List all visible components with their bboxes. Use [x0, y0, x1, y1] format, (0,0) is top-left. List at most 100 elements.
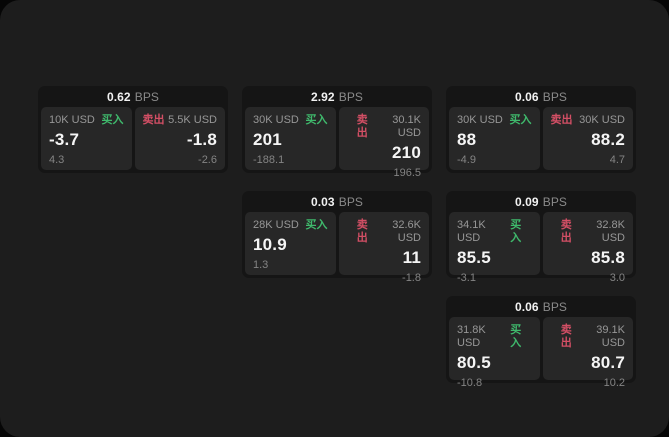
spread-unit: BPS: [338, 89, 364, 104]
buy-tile-top: 30K USD 买入: [253, 114, 328, 127]
buy-tile-top: 28K USD 买入: [253, 219, 328, 232]
sell-label: 卖出: [560, 324, 572, 349]
quote-grid: 0.62 BPS 10K USD 买入 -3.7 4.3 卖出: [38, 86, 636, 389]
buy-tile[interactable]: 30K USD 买入 201 -188.1: [245, 107, 336, 170]
sell-sub-value: -2.6: [198, 154, 217, 166]
sell-price: -1.8: [186, 130, 217, 149]
buy-price: 85.5: [457, 248, 491, 267]
sell-price: 85.8: [591, 248, 625, 267]
quote-body: 30K USD 买入 201 -188.1 卖出 30.1K USD 210 1…: [245, 107, 429, 179]
buy-price: -3.7: [49, 130, 80, 149]
sell-tile-top: 卖出 39.1K USD: [551, 324, 625, 350]
spread-header: 0.06 BPS: [449, 86, 633, 107]
sell-tile[interactable]: 卖出 39.1K USD 80.7 10.2: [542, 317, 633, 389]
buy-price: 80.5: [457, 353, 491, 372]
buy-label: 买入: [305, 114, 328, 126]
spread-value: 0.62: [106, 89, 131, 104]
buy-amount: 34.1K USD: [457, 219, 486, 244]
sell-label: 卖出: [356, 219, 368, 244]
buy-price: 88: [457, 130, 477, 149]
sell-tile[interactable]: 卖出 5.5K USD -1.8 -2.6: [134, 107, 225, 170]
spread-value: 2.92: [310, 89, 335, 104]
quote-body: 31.8K USD 买入 80.5 -10.8 卖出 39.1K USD 80.…: [449, 317, 633, 389]
buy-sub-value: -4.9: [457, 154, 476, 166]
sell-price: 210: [392, 143, 421, 162]
sell-label: 卖出: [560, 219, 572, 244]
spread-header: 0.06 BPS: [449, 296, 633, 317]
buy-sub-value: -10.8: [457, 377, 483, 389]
sell-tile[interactable]: 卖出 32.6K USD 11 -1.8: [338, 212, 429, 284]
sell-amount: 5.5K USD: [168, 114, 217, 126]
buy-amount: 31.8K USD: [457, 324, 486, 349]
buy-amount: 10K USD: [49, 114, 95, 126]
buy-price: 201: [253, 130, 282, 149]
quote-card: 0.06 BPS 30K USD 买入 88 -4.9 卖出: [446, 86, 636, 173]
quote-body: 34.1K USD 买入 85.5 -3.1 卖出 32.8K USD 85.8…: [449, 212, 633, 284]
sell-price: 88.2: [591, 130, 625, 149]
quote-card: 0.62 BPS 10K USD 买入 -3.7 4.3 卖出: [38, 86, 228, 173]
sell-amount: 39.1K USD: [596, 324, 625, 349]
sell-tile-top: 卖出 5.5K USD: [143, 114, 218, 127]
buy-tile[interactable]: 34.1K USD 买入 85.5 -3.1: [449, 212, 540, 284]
sell-sub-value: 10.2: [603, 377, 625, 389]
buy-tile[interactable]: 10K USD 买入 -3.7 4.3: [41, 107, 132, 170]
spread-unit: BPS: [134, 89, 160, 104]
sell-sub-value: -1.8: [402, 272, 421, 284]
spread-value: 0.06: [514, 299, 539, 314]
quote-card: 0.06 BPS 31.8K USD 买入 80.5 -10.8 卖: [446, 296, 636, 389]
buy-tile-top: 30K USD 买入: [457, 114, 532, 127]
sell-tile[interactable]: 卖出 32.8K USD 85.8 3.0: [542, 212, 633, 284]
sell-label: 卖出: [142, 114, 165, 126]
buy-label: 买入: [101, 114, 124, 126]
buy-tile-top: 31.8K USD 买入: [457, 324, 532, 350]
quote-body: 28K USD 买入 10.9 1.3 卖出 32.6K USD 11 -1.8: [245, 212, 429, 284]
spread-header: 2.92 BPS: [245, 86, 429, 107]
sell-tile[interactable]: 卖出 30.1K USD 210 196.5: [338, 107, 429, 179]
spread-value: 0.06: [514, 89, 539, 104]
sell-sub-value: 3.0: [609, 272, 625, 284]
buy-sub-value: -188.1: [253, 154, 285, 166]
buy-amount: 30K USD: [457, 114, 503, 126]
sell-tile-top: 卖出 32.6K USD: [347, 219, 421, 245]
quote-body: 30K USD 买入 88 -4.9 卖出 30K USD 88.2 4.7: [449, 107, 633, 170]
spread-header: 0.62 BPS: [41, 86, 225, 107]
sell-tile-top: 卖出 30.1K USD: [347, 114, 421, 140]
sell-sub-value: 196.5: [393, 167, 421, 179]
buy-amount: 30K USD: [253, 114, 299, 126]
buy-tile-top: 34.1K USD 买入: [457, 219, 532, 245]
quote-card: 2.92 BPS 30K USD 买入 201 -188.1 卖出: [242, 86, 432, 179]
buy-tile[interactable]: 31.8K USD 买入 80.5 -10.8: [449, 317, 540, 389]
sell-tile-top: 卖出 32.8K USD: [551, 219, 625, 245]
buy-tile[interactable]: 30K USD 买入 88 -4.9: [449, 107, 540, 170]
buy-label: 买入: [510, 324, 522, 349]
sell-amount: 30.1K USD: [392, 114, 421, 139]
buy-tile-top: 10K USD 买入: [49, 114, 124, 127]
sell-label: 卖出: [550, 114, 573, 126]
sell-amount: 32.6K USD: [392, 219, 421, 244]
spread-unit: BPS: [542, 299, 568, 314]
sell-amount: 30K USD: [579, 114, 625, 126]
spread-unit: BPS: [542, 194, 568, 209]
spread-value: 0.03: [310, 194, 335, 209]
sell-tile-top: 卖出 30K USD: [551, 114, 626, 127]
buy-amount: 28K USD: [253, 219, 299, 231]
spread-header: 0.03 BPS: [245, 191, 429, 212]
spread-header: 0.09 BPS: [449, 191, 633, 212]
sell-amount: 32.8K USD: [596, 219, 625, 244]
buy-price: 10.9: [253, 235, 287, 254]
sell-price: 80.7: [591, 353, 625, 372]
sell-tile[interactable]: 卖出 30K USD 88.2 4.7: [542, 107, 633, 170]
sell-label: 卖出: [356, 114, 368, 139]
buy-tile[interactable]: 28K USD 买入 10.9 1.3: [245, 212, 336, 275]
buy-label: 买入: [510, 219, 522, 244]
sell-price: 11: [402, 248, 421, 267]
quote-body: 10K USD 买入 -3.7 4.3 卖出 5.5K USD -1.8 -2.…: [41, 107, 225, 170]
buy-label: 买入: [509, 114, 532, 126]
buy-sub-value: 1.3: [253, 259, 269, 271]
buy-label: 买入: [305, 219, 328, 231]
sell-sub-value: 4.7: [609, 154, 625, 166]
spread-unit: BPS: [542, 89, 568, 104]
buy-sub-value: -3.1: [457, 272, 476, 284]
